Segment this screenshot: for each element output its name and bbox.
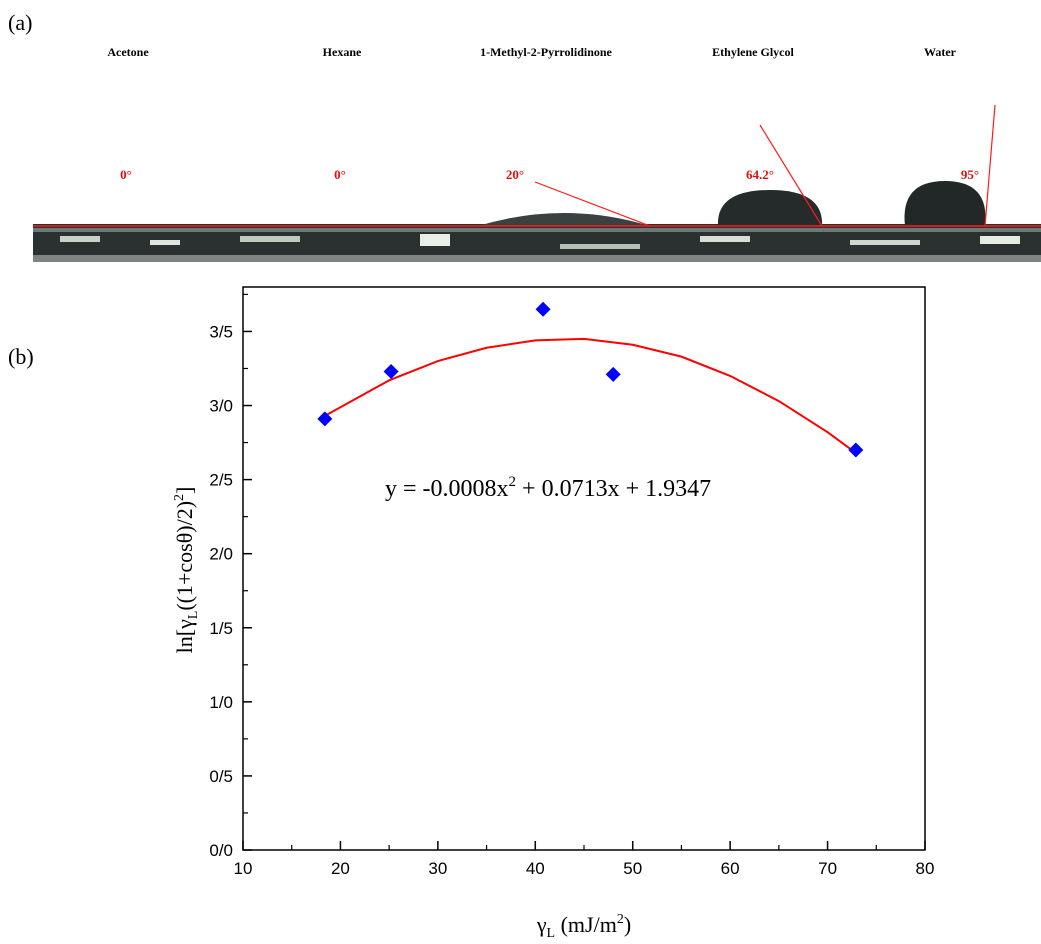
- x-tick-label: 50: [623, 859, 642, 878]
- liquid-name: 1-Methyl-2-Pyrrolidinone: [480, 45, 612, 59]
- y-label-part: ln[γ: [172, 619, 197, 653]
- x-tick-label: 40: [526, 859, 545, 878]
- y-tick-label: 2/0: [209, 545, 233, 564]
- y-tick-label: 0/0: [209, 841, 233, 860]
- y-tick-label: 1/5: [209, 619, 233, 638]
- y-label-part: ]: [172, 487, 197, 494]
- x-tick-label: 60: [721, 859, 740, 878]
- data-point: [535, 301, 551, 317]
- data-point: [383, 363, 399, 379]
- liquid-name: Water: [924, 45, 957, 59]
- x-tick-label: 20: [331, 859, 350, 878]
- y-label-part: L: [186, 611, 201, 620]
- contact-angle: 95°: [961, 167, 979, 182]
- equation-part: y = -0.0008x: [385, 476, 509, 502]
- photo: [33, 104, 1041, 262]
- y-label: ln[γL((1+cosθ)/2)2]: [172, 487, 201, 654]
- y-tick-label: 3/5: [209, 322, 233, 341]
- equation-part: 2: [509, 474, 517, 490]
- plot-frame: [242, 286, 926, 851]
- x-tick-label: 80: [916, 859, 935, 878]
- x-label-part: ): [624, 912, 631, 937]
- x-label-part: L: [547, 926, 556, 941]
- liquid-name: Hexane: [323, 45, 362, 59]
- panel-label: (a): [8, 10, 32, 35]
- equation-part: + 0.0713x + 1.9347: [516, 476, 711, 502]
- contact-angle: 64.2°: [746, 167, 774, 182]
- x-label-part: γ: [536, 912, 547, 937]
- x-label: γL (mJ/m2): [536, 912, 631, 941]
- panel-label: (b): [8, 344, 34, 369]
- y-label-part: 2: [172, 494, 187, 501]
- fit-curve: [324, 337, 857, 454]
- x-label-part: 2: [617, 912, 624, 927]
- liquid-name: Ethylene Glycol: [712, 45, 794, 59]
- y-tick-label: 1/0: [209, 693, 233, 712]
- data-point: [848, 442, 864, 458]
- y-tick-label: 2/5: [209, 471, 233, 490]
- contact-angle: 0°: [120, 167, 132, 182]
- x-tick-label: 70: [818, 859, 837, 878]
- equation: y = -0.0008x2 + 0.0713x + 1.9347: [385, 474, 711, 502]
- y-label-part: ((1+cosθ)/2): [172, 501, 197, 611]
- y-tick-label: 3/0: [209, 397, 233, 416]
- y-tick-label: 0/5: [209, 767, 233, 786]
- liquid-name: Acetone: [107, 45, 149, 59]
- x-label-part: (mJ/m: [555, 912, 617, 937]
- x-tick-label: 10: [234, 859, 253, 878]
- x-tick-label: 30: [428, 859, 447, 878]
- contact-angle: 0°: [334, 167, 346, 182]
- data-point: [605, 366, 621, 382]
- contact-angle: 20°: [506, 167, 524, 182]
- data-point: [317, 411, 333, 427]
